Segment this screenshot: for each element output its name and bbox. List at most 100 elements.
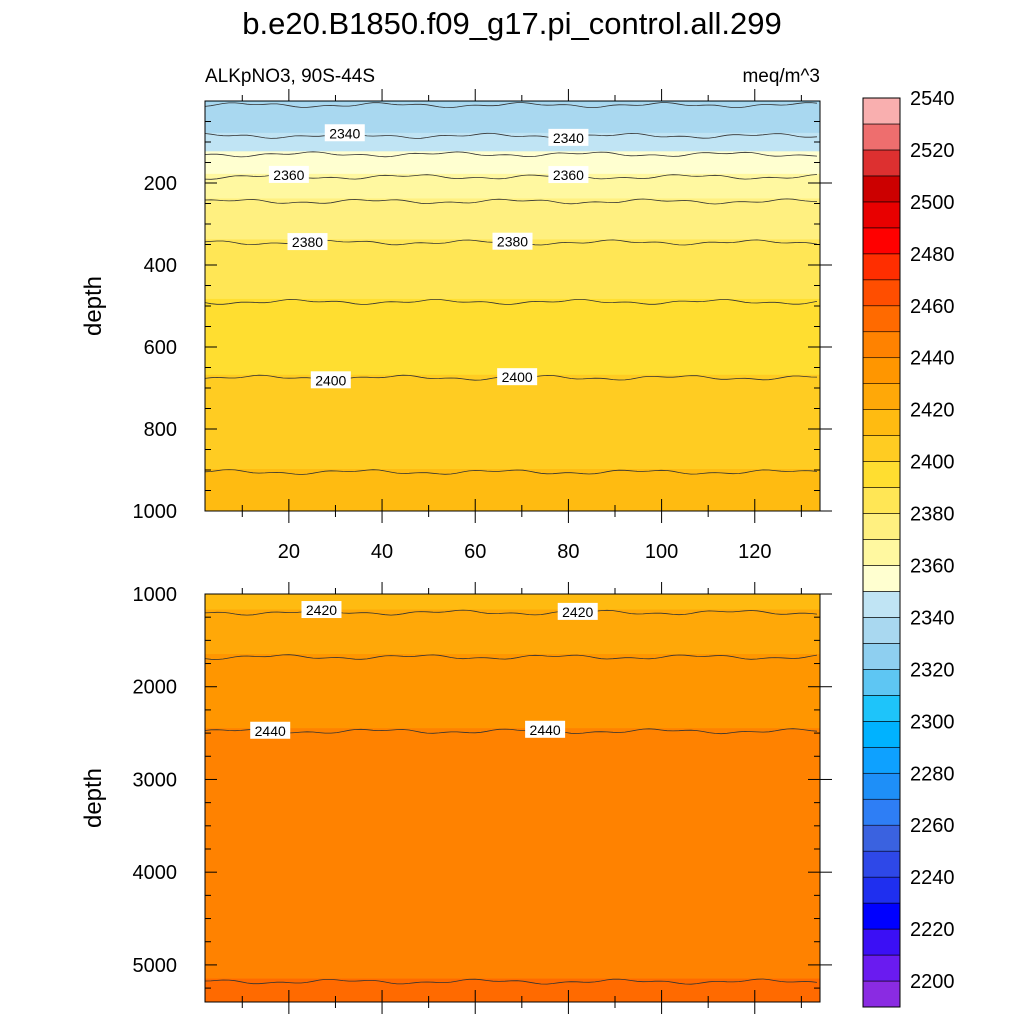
colorbar-swatch — [862, 772, 901, 800]
svg-text:2400: 2400 — [315, 372, 346, 388]
lower-ytick-label: 2000 — [133, 677, 178, 699]
lower-band-2430 — [205, 654, 820, 735]
colorbar-swatch — [862, 357, 901, 384]
upper-band-2410 — [205, 469, 820, 511]
lower-contour-label-2440: 2440 — [250, 721, 291, 739]
upper-contour-label-2380: 2380 — [287, 233, 328, 251]
upper-contour-2330 — [205, 102, 818, 109]
lower-contour-2440 — [205, 728, 818, 735]
colorbar-swatch — [862, 954, 901, 982]
lower-contour-label-2420: 2420 — [557, 602, 598, 620]
figure-title: b.e20.B1850.f09_g17.pi_control.all.299 — [242, 6, 782, 41]
variable-region-label: ALKpNO3, 90S-44S — [205, 66, 375, 87]
colorbar-swatch — [862, 928, 901, 956]
colorbar-swatch — [862, 617, 901, 644]
upper-contour-label-2400: 2400 — [497, 368, 538, 386]
lower-band-2450 — [205, 978, 820, 1002]
upper-ytick-label: 800 — [144, 419, 177, 441]
colorbar-label: 2340 — [910, 607, 955, 629]
colorbar-swatch — [862, 175, 901, 203]
svg-text:2380: 2380 — [497, 234, 528, 250]
colorbar-swatch — [862, 149, 901, 177]
upper-contour-2370 — [205, 198, 817, 205]
colorbar-swatch — [862, 824, 901, 852]
colorbar-swatch — [862, 253, 901, 281]
colorbar: 2200 2220 2240 2260 2280 2300 2320 2340 2360 2380… — [862, 88, 955, 1008]
lower-contour-2430 — [205, 654, 818, 660]
colorbar-label: 2240 — [910, 867, 955, 889]
lower-band-2440 — [205, 728, 820, 985]
colorbar-swatch — [862, 409, 901, 436]
lower-depth-panel: 2420 2420 2440 2440 1000 2000 3000 4000 5000 dept… — [80, 582, 832, 1014]
svg-text:2340: 2340 — [553, 130, 584, 146]
lower-band-2420 — [205, 609, 820, 661]
colorbar-swatch — [862, 980, 901, 1008]
colorbar-swatch — [862, 201, 901, 229]
lower-ytick-label: 1000 — [133, 584, 178, 606]
colorbar-swatch — [862, 539, 901, 566]
upper-ytick-label: 1000 — [133, 501, 178, 523]
upper-ytick-label: 400 — [144, 255, 177, 277]
upper-contour-2390 — [205, 298, 818, 305]
upper-xtick-label: 20 — [278, 541, 300, 563]
lower-contour-2450 — [205, 978, 818, 985]
upper-xtick-label: 80 — [557, 541, 579, 563]
colorbar-label: 2460 — [910, 296, 955, 318]
colorbar-label: 2440 — [910, 348, 955, 370]
upper-contour-label-2360: 2360 — [268, 165, 309, 183]
svg-text:2360: 2360 — [273, 167, 304, 183]
colorbar-swatch — [862, 279, 901, 307]
colorbar-label: 2360 — [910, 555, 955, 577]
colorbar-swatch — [862, 331, 901, 359]
colorbar-swatch — [862, 591, 901, 618]
colorbar-label: 2280 — [910, 763, 955, 785]
upper-band-2330 — [205, 102, 820, 139]
units-label: meq/m^3 — [742, 66, 820, 87]
svg-text:2420: 2420 — [306, 602, 337, 618]
colorbar-swatch — [862, 435, 901, 462]
lower-ylabel: depth — [80, 768, 107, 828]
upper-contour-label-2380: 2380 — [492, 232, 533, 250]
lower-contour-label-2440: 2440 — [525, 720, 566, 738]
colorbar-swatch — [862, 798, 901, 826]
upper-band-2400 — [205, 374, 820, 476]
upper-contour-label-2340: 2340 — [548, 128, 589, 146]
svg-text:2420: 2420 — [562, 604, 593, 620]
colorbar-label: 2420 — [910, 400, 955, 422]
lower-ytick-label: 4000 — [133, 862, 178, 884]
lower-plot-frame — [204, 593, 821, 1003]
colorbar-label: 2300 — [910, 711, 955, 733]
colorbar-swatch — [862, 383, 901, 410]
colorbar-swatch — [862, 513, 901, 540]
colorbar-swatch — [862, 643, 901, 670]
upper-ylabel: depth — [80, 276, 107, 336]
svg-text:2440: 2440 — [255, 723, 286, 739]
upper-xtick-label: 40 — [371, 541, 393, 563]
colorbar-swatch — [862, 461, 901, 488]
upper-contour-2350 — [205, 151, 818, 158]
colorbar-swatch — [862, 746, 901, 774]
svg-text:2400: 2400 — [502, 369, 533, 385]
upper-contour-label-2340: 2340 — [324, 124, 365, 141]
colorbar-swatch — [862, 565, 901, 592]
colorbar-label: 2540 — [910, 88, 955, 110]
colorbar-swatch — [862, 227, 901, 255]
svg-text:2360: 2360 — [553, 167, 584, 183]
svg-text:2440: 2440 — [530, 722, 561, 738]
colorbar-swatch — [862, 97, 901, 125]
upper-band-2390 — [205, 298, 820, 381]
colorbar-swatch — [862, 850, 901, 878]
upper-xtick-label: 120 — [738, 541, 771, 563]
svg-text:2340: 2340 — [329, 125, 360, 141]
upper-contour-label-2360: 2360 — [548, 166, 589, 184]
colorbar-label: 2220 — [910, 919, 955, 941]
colorbar-swatch — [862, 876, 901, 904]
colorbar-swatch — [862, 721, 901, 748]
upper-xtick-label: 60 — [464, 541, 486, 563]
lower-contour-label-2420: 2420 — [301, 601, 342, 619]
colorbar-swatch — [862, 487, 901, 514]
upper-xtick-label: 100 — [645, 541, 678, 563]
colorbar-label: 2480 — [910, 244, 955, 266]
svg-text:2380: 2380 — [292, 234, 323, 250]
lower-ytick-label: 5000 — [133, 955, 178, 977]
